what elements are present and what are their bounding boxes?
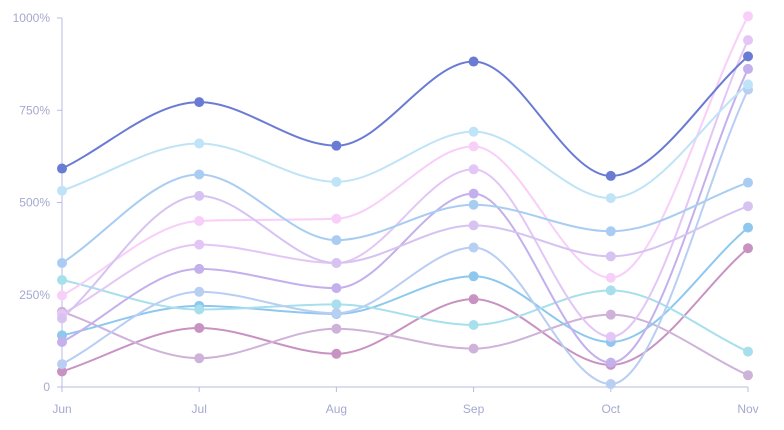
- data-point: [743, 370, 753, 381]
- data-point: [57, 274, 67, 285]
- data-point: [605, 170, 616, 181]
- series-line: [61, 279, 749, 353]
- data-point: [194, 263, 205, 274]
- data-point: [743, 222, 753, 233]
- series-line: [61, 83, 749, 200]
- data-point: [331, 235, 342, 246]
- data-point: [331, 283, 342, 294]
- series-line: [61, 55, 749, 177]
- data-point: [468, 343, 479, 354]
- data-point: [468, 294, 479, 305]
- data-point: [605, 251, 616, 262]
- data-point: [743, 201, 753, 212]
- x-tick-label: Oct: [601, 402, 620, 416]
- data-point: [605, 226, 616, 237]
- data-point: [194, 353, 205, 364]
- data-point: [57, 359, 67, 370]
- data-point: [468, 220, 479, 231]
- data-point: [605, 379, 616, 390]
- data-point: [468, 199, 479, 210]
- data-point: [743, 346, 753, 357]
- data-point: [57, 366, 67, 377]
- data-point: [57, 313, 67, 324]
- data-point: [605, 272, 616, 283]
- data-point: [194, 286, 205, 297]
- data-point: [468, 320, 479, 331]
- data-point: [743, 11, 753, 22]
- data-point: [468, 242, 479, 253]
- data-point: [468, 141, 479, 152]
- data-point: [57, 336, 67, 347]
- series-line: [61, 173, 749, 264]
- series-line: [61, 226, 749, 343]
- data-point: [57, 163, 67, 174]
- data-point: [468, 271, 479, 282]
- x-axis: Jun Jul Aug Sep Oct Nov: [52, 386, 759, 416]
- y-tick-label: 500%: [19, 196, 50, 210]
- data-point: [468, 188, 479, 199]
- data-point: [194, 215, 205, 226]
- data-point: [605, 331, 616, 342]
- y-tick-label: 250%: [19, 288, 50, 302]
- data-point: [743, 243, 753, 254]
- data-point: [331, 308, 342, 319]
- x-tick-label: Nov: [737, 402, 758, 416]
- y-tick-label: 750%: [19, 103, 50, 117]
- data-point: [743, 35, 753, 46]
- data-point: [194, 304, 205, 315]
- data-point: [605, 357, 616, 368]
- series-line: [61, 89, 749, 386]
- data-point: [57, 258, 67, 269]
- x-tick-label: Aug: [326, 402, 347, 416]
- data-point: [743, 79, 753, 90]
- data-point: [743, 51, 753, 62]
- x-tick-label: Jul: [192, 402, 207, 416]
- series-line: [61, 194, 749, 320]
- data-point: [194, 169, 205, 180]
- data-point: [331, 176, 342, 187]
- series-line: [61, 310, 749, 377]
- data-point: [331, 348, 342, 359]
- y-axis: 0 250% 500% 750% 1000%: [13, 11, 63, 394]
- data-point: [331, 323, 342, 334]
- data-point: [331, 213, 342, 224]
- data-point: [194, 190, 205, 201]
- data-point: [57, 185, 67, 196]
- data-point: [194, 322, 205, 333]
- data-point: [331, 299, 342, 310]
- data-point: [331, 140, 342, 151]
- data-point: [194, 138, 205, 149]
- data-point: [468, 56, 479, 67]
- data-point: [331, 258, 342, 269]
- data-point: [468, 126, 479, 137]
- x-tick-label: Jun: [52, 402, 71, 416]
- data-point: [605, 193, 616, 204]
- data-point: [194, 97, 205, 108]
- series-layer: [57, 11, 753, 390]
- series-line: [61, 39, 749, 338]
- y-tick-label: 1000%: [13, 11, 51, 25]
- data-point: [57, 290, 67, 301]
- data-point: [194, 239, 205, 250]
- x-tick-label: Sep: [463, 402, 485, 416]
- data-point: [743, 63, 753, 74]
- y-tick-label: 0: [43, 380, 50, 394]
- data-point: [743, 177, 753, 188]
- data-point: [468, 164, 479, 175]
- data-point: [605, 285, 616, 296]
- data-point: [605, 309, 616, 320]
